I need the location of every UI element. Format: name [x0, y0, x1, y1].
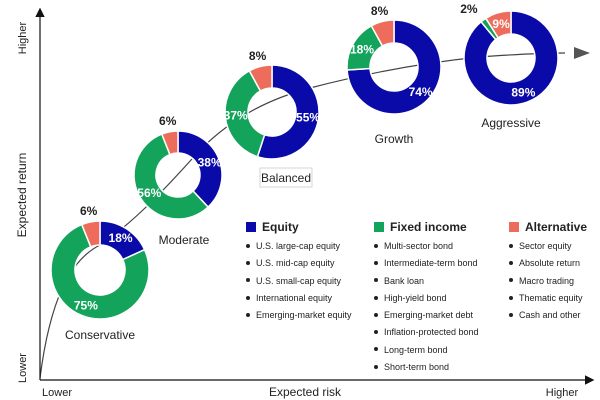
label-equity: 38% — [198, 155, 222, 169]
label-alt: 9% — [492, 17, 510, 31]
slice-equity — [346, 19, 442, 115]
legend-item-fixed: Inflation-protected bond — [374, 324, 479, 341]
donut-conservative: 18% 75% 6% Conservative — [50, 204, 150, 342]
legend-item-alt: Cash and other — [509, 307, 587, 324]
legend-item-alt: Thematic equity — [509, 290, 587, 307]
legend-title-fixed: Fixed income — [390, 220, 467, 234]
legend-item-equity: U.S. small-cap equity — [246, 273, 352, 290]
x-axis-low: Lower — [42, 387, 72, 399]
label-equity: 55% — [296, 111, 320, 125]
legend-item-fixed: Emerging-market debt — [374, 307, 479, 324]
slice-fixed — [133, 133, 210, 220]
legend-swatch-alt — [509, 222, 519, 232]
slice-alt — [248, 64, 273, 92]
legend-item-fixed: Bank loan — [374, 273, 479, 290]
y-axis-low: Lower — [17, 353, 29, 383]
legend-title-alt: Alternative — [525, 220, 588, 234]
slice-alt — [370, 19, 395, 47]
legend-item-fixed: Multi-sector bond — [374, 238, 479, 255]
label-fixed: 37% — [224, 108, 248, 122]
legend-item-fixed: High-yield bond — [374, 290, 479, 307]
legend-equity: Equity U.S. large-cap equity U.S. mid-cap… — [246, 220, 352, 324]
x-axis-high: Higher — [546, 387, 579, 399]
legend-item-equity: U.S. mid-cap equity — [246, 255, 352, 272]
legend-item-fixed: Long-term bond — [374, 342, 479, 359]
portfolio-name: Growth — [375, 132, 414, 146]
slice-equity — [177, 130, 223, 209]
legend-item-alt: Sector equity — [509, 238, 587, 255]
legend-item-equity: Emerging-market equity — [246, 307, 352, 324]
portfolio-name: Aggressive — [481, 116, 541, 130]
label-alt: 6% — [80, 204, 98, 218]
legend-fixed-income: Fixed income Multi-sector bond Intermedia… — [374, 220, 479, 376]
slice-equity — [256, 64, 320, 160]
portfolio-name: Balanced — [261, 171, 311, 185]
slice-alt — [80, 220, 101, 248]
label-fixed: 2% — [460, 2, 478, 16]
label-alt: 6% — [159, 114, 177, 128]
slice-alt — [160, 130, 179, 156]
label-alt: 8% — [371, 4, 389, 18]
portfolio-name: Conservative — [65, 328, 135, 342]
legend-item-equity: International equity — [246, 290, 352, 307]
trend-arrowhead — [574, 47, 590, 59]
label-fixed: 75% — [74, 298, 98, 312]
label-equity: 89% — [511, 85, 535, 99]
slice-fixed — [50, 223, 150, 320]
donut-balanced: 55% 37% 8% Balanced — [224, 49, 320, 188]
slice-fixed — [224, 69, 266, 158]
donut-growth: 74% 18% 8% Growth — [346, 4, 442, 146]
legend-item-alt: Absolute return — [509, 255, 587, 272]
slice-alt — [484, 10, 512, 39]
label-alt: 8% — [249, 49, 267, 63]
portfolio-name-box — [259, 167, 313, 188]
label-equity: 74% — [409, 85, 433, 99]
slice-equity — [463, 10, 559, 106]
legend-item-equity: U.S. large-cap equity — [246, 238, 352, 255]
legend-title-equity: Equity — [262, 220, 299, 234]
label-fixed: 56% — [137, 186, 161, 200]
legend-item-fixed: Short-term bond — [374, 359, 479, 376]
donut-moderate: 38% 56% 6% Moderate — [133, 114, 223, 247]
legend-swatch-equity — [246, 222, 256, 232]
legend-alternative: Alternative Sector equity Absolute return… — [509, 220, 587, 324]
legend-swatch-fixed — [374, 222, 384, 232]
donut-aggressive: 89% 2% 9% Aggressive — [460, 2, 559, 130]
label-fixed: 18% — [350, 42, 374, 56]
legend-item-fixed: Intermediate-term bond — [374, 255, 479, 272]
legend-item-alt: Macro trading — [509, 273, 587, 290]
portfolio-name: Moderate — [159, 233, 210, 247]
y-axis-high: Higher — [17, 21, 29, 54]
x-axis-label: Expected risk — [269, 385, 342, 399]
label-equity: 18% — [109, 231, 133, 245]
y-axis-label: Expected return — [15, 153, 29, 238]
